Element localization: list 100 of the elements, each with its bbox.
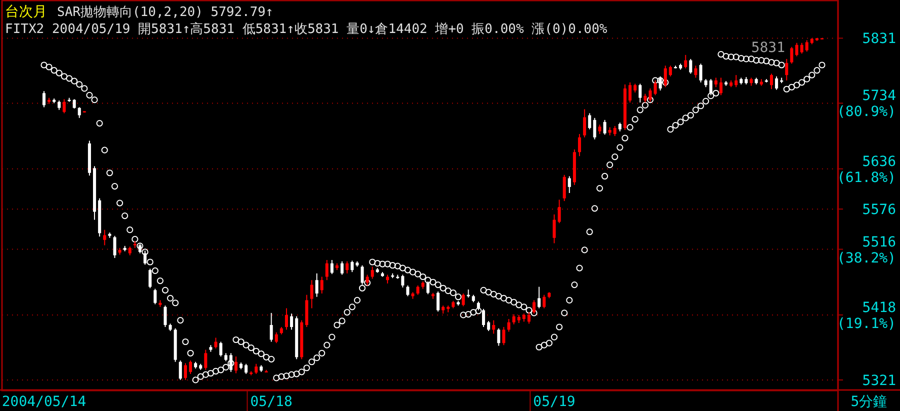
y-tick-label: 5321: [862, 372, 896, 389]
candlestick: [709, 78, 712, 96]
candlestick: [113, 235, 116, 258]
candlestick: [144, 250, 147, 266]
candlestick: [588, 112, 592, 130]
y-tick-label: 5576: [862, 202, 896, 218]
candlestick: [694, 65, 698, 78]
x-tick-label: 05/19: [533, 394, 576, 410]
candlestick: [497, 328, 500, 346]
candlestick: [406, 284, 410, 297]
candlestick: [562, 174, 566, 202]
candlestick: [270, 312, 273, 342]
candlestick: [284, 308, 288, 330]
candlestick: [42, 90, 46, 108]
candlestick: [507, 318, 510, 332]
candlestick: [178, 360, 182, 380]
candlestick: [164, 305, 167, 328]
candlestick: [426, 280, 430, 295]
candlestick: [340, 260, 344, 276]
candlestick: [770, 73, 773, 90]
candlestick: [805, 40, 808, 52]
candlestick: [148, 268, 152, 289]
candlestick: [310, 280, 314, 309]
candlestick: [204, 349, 208, 370]
candlestick: [603, 119, 606, 136]
candlestick: [578, 134, 582, 157]
candlestick: [654, 80, 657, 96]
annotation: FITX2 2004/05/19 開5831↑高5831 低5831↑收5831 量0↓倉14402 增+0 振0.00% 漲(0)0.00%: [5, 21, 608, 37]
candlestick: [775, 76, 778, 90]
candlestick: [62, 98, 66, 114]
candlestick: [568, 176, 571, 194]
candlestick: [790, 46, 794, 64]
candlestick: [78, 106, 81, 118]
x-axis-title: 5分鐘: [850, 394, 888, 410]
candlestick: [719, 77, 722, 96]
candlestick: [188, 360, 192, 374]
candlestick: [138, 243, 142, 254]
candlestick: [401, 274, 404, 288]
y-tick-label: 5516 (38.2%): [836, 234, 896, 266]
candlestick: [689, 58, 692, 74]
candlestick: [103, 229, 106, 246]
candlestick: [229, 352, 232, 372]
candlestick: [638, 83, 642, 104]
candlestick: [658, 76, 662, 91]
y-tick-label: 5831: [862, 31, 896, 48]
candlestick: [648, 88, 652, 102]
candlestick: [558, 199, 561, 224]
candlestick: [664, 65, 667, 88]
candlestick: [613, 125, 616, 137]
candlestick: [785, 58, 788, 81]
candlestick: [532, 300, 536, 314]
candlestick: [350, 260, 354, 273]
candlestick: [538, 286, 541, 309]
candlestick: [274, 332, 278, 344]
candlestick: [290, 313, 294, 330]
candlestick: [583, 108, 586, 138]
candlestick: [244, 363, 248, 374]
candlestick: [714, 77, 718, 88]
candlestick: [734, 74, 738, 88]
candlestick: [668, 65, 672, 77]
candlestick: [325, 260, 328, 281]
candlestick: [593, 117, 596, 140]
candlestick: [366, 274, 369, 286]
x-tick-label: 05/18: [250, 394, 292, 410]
candlestick: [154, 288, 157, 305]
y-tick-label: 5636 (61.8%): [836, 154, 896, 186]
candlestick: [462, 293, 465, 307]
candlestick: [684, 54, 688, 69]
candlestick: [214, 337, 218, 349]
candlestick: [502, 326, 506, 346]
candlestick: [234, 356, 238, 374]
candlestick: [360, 264, 364, 286]
candlestick: [436, 290, 440, 312]
candlestick: [330, 260, 334, 275]
candlestick: [542, 294, 546, 309]
candlestick: [487, 320, 490, 332]
candlestick: [72, 98, 76, 110]
candlestick: [219, 341, 222, 357]
candlestick: [527, 312, 530, 324]
candlestick: [254, 363, 258, 374]
candlestick: [552, 214, 556, 244]
annotation: 5831: [751, 40, 785, 56]
candlestick: [315, 272, 318, 298]
y-tick-label: 5734 (80.9%): [836, 88, 896, 120]
x-tick-label: 2004/05/14: [2, 394, 86, 410]
candlestick: [320, 276, 324, 294]
candlestick: [184, 362, 187, 380]
candlestick: [492, 320, 496, 334]
candlestick: [512, 314, 516, 325]
chart-subtitle: SAR拋物轉向(10,2,20) 5792.79↑: [57, 5, 274, 20]
candlestick: [795, 42, 798, 57]
chart-title: 台次月: [5, 4, 47, 20]
candlestick: [346, 260, 349, 274]
candlestick: [628, 82, 632, 104]
candlestick: [800, 42, 804, 54]
candlestick: [699, 63, 702, 83]
candlestick: [416, 284, 420, 296]
candlestick: [58, 100, 61, 110]
y-tick-label: 5418 (19.1%): [836, 300, 896, 332]
candlestick: [482, 308, 486, 328]
